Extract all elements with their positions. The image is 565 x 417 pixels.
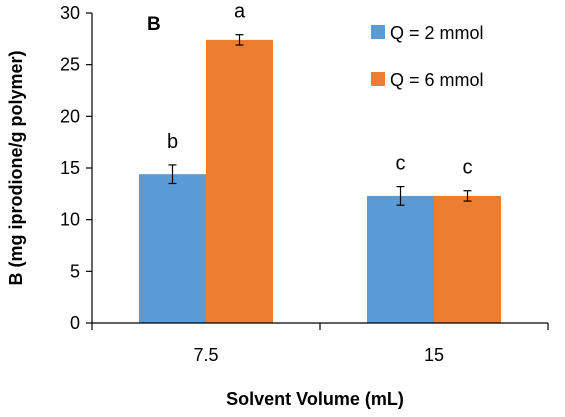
legend-label: Q = 2 mmol: [390, 23, 484, 43]
bar: [434, 195, 501, 323]
y-tick-label: 25: [60, 55, 80, 75]
x-tick-label: 15: [424, 345, 444, 365]
y-tick-label: 5: [70, 261, 80, 281]
x-axis-title: Solvent Volume (mL): [226, 389, 404, 409]
y-tick-label: 0: [70, 313, 80, 333]
error-bar: [463, 190, 472, 202]
legend-label: Q = 6 mmol: [390, 70, 484, 90]
y-tick-label: 10: [60, 210, 80, 230]
significance-label: b: [167, 131, 178, 153]
error-bar: [396, 186, 405, 206]
y-tick-label: 20: [60, 106, 80, 126]
x-tick-label: 7.5: [193, 345, 218, 365]
panel-label: B: [147, 14, 161, 35]
significance-label: c: [396, 153, 406, 175]
y-tick-label: 30: [60, 3, 80, 23]
y-axis-title: B (mg iprodione/g polymer): [6, 50, 26, 285]
bar: [206, 39, 273, 323]
error-bars: [168, 34, 472, 206]
bars: [139, 39, 501, 323]
y-axis-ticks: 0 5 10 15 20 25 30: [60, 3, 92, 333]
x-axis-ticks: 7.5 15: [91, 323, 549, 365]
legend-swatch: [371, 72, 385, 86]
significance-label: c: [463, 157, 473, 179]
bar: [139, 174, 206, 323]
error-bar: [235, 34, 244, 46]
y-tick-label: 15: [60, 158, 80, 178]
significance-labels: b a c c: [167, 1, 473, 179]
significance-label: a: [234, 1, 246, 23]
legend-entry: Q = 2 mmol: [371, 23, 484, 43]
legend: Q = 2 mmol Q = 6 mmol: [371, 23, 484, 90]
bar: [367, 195, 434, 323]
error-bar: [168, 164, 177, 185]
legend-swatch: [371, 25, 385, 39]
legend-entry: Q = 6 mmol: [371, 70, 484, 90]
